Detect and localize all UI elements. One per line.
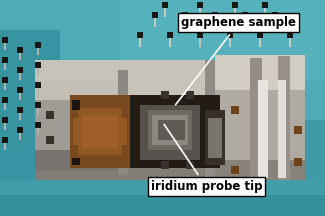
Text: iridium probe tip: iridium probe tip (150, 124, 262, 193)
Text: graphene sample: graphene sample (176, 16, 296, 105)
